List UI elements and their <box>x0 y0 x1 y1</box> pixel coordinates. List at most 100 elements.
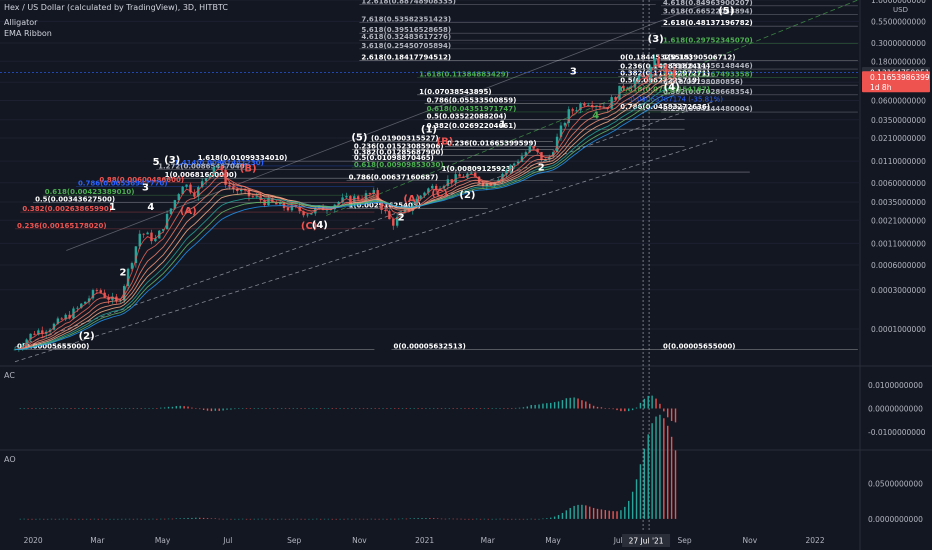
fib-level-label: 0.786(0.04583272636) <box>620 103 710 111</box>
histogram-bar <box>323 518 326 520</box>
histogram-bar <box>479 518 482 520</box>
histogram-bar <box>440 518 443 520</box>
ac-pane: 0.0100000000 0.0000000000 -0.0100000000 <box>19 381 926 437</box>
histogram-bar <box>327 408 330 409</box>
histogram-bar <box>70 518 72 520</box>
histogram-bar <box>105 518 107 520</box>
indicator-ema-ribbon-label[interactable]: EMA Ribbon <box>4 29 52 38</box>
x-tick-label: Mar <box>90 536 105 545</box>
candle <box>177 194 180 201</box>
candle <box>590 105 594 108</box>
x-tick-label: Nov <box>743 536 758 545</box>
ema-line <box>14 86 675 350</box>
fib-level-label: 0.618(0.04351971747) <box>427 105 517 113</box>
candle <box>56 318 60 324</box>
histogram-bar <box>156 408 158 409</box>
histogram-bar <box>655 398 657 409</box>
wave-label: (4) <box>664 82 680 93</box>
histogram-bar <box>105 408 107 409</box>
candle <box>622 85 625 89</box>
histogram-bar <box>58 408 61 409</box>
histogram-bar <box>596 406 599 409</box>
histogram-bar <box>409 518 412 519</box>
histogram-bar <box>596 508 599 519</box>
y-tick-label: 0.0003000000 <box>871 286 926 295</box>
histogram-bar <box>635 479 638 519</box>
candle <box>384 209 387 212</box>
candle <box>653 58 656 67</box>
histogram-bar <box>234 408 236 410</box>
histogram-bar <box>663 408 665 412</box>
histogram-bar <box>156 518 158 520</box>
indicator-alligator-label[interactable]: Alligator <box>4 18 38 27</box>
histogram-bar <box>472 408 474 409</box>
histogram-bar <box>277 408 279 409</box>
candle <box>388 211 391 220</box>
histogram-bar <box>413 518 415 519</box>
histogram-bar <box>358 408 361 409</box>
histogram-bar <box>635 407 638 409</box>
fib-level-label: 0.88(0.00600486600) <box>99 176 184 184</box>
histogram-bar <box>624 506 626 519</box>
histogram-bar <box>132 408 135 409</box>
histogram-bar <box>85 408 88 409</box>
histogram-bar <box>546 403 548 409</box>
histogram-bar <box>206 518 209 519</box>
candle <box>548 156 551 160</box>
histogram-bar <box>323 408 326 409</box>
histogram-bar <box>74 518 76 520</box>
candle <box>602 107 606 108</box>
histogram-bar <box>300 518 302 520</box>
y-tick-label: 1.0000000000 <box>871 0 926 5</box>
candle <box>395 216 399 226</box>
fib-level-label: 0.236(0.01665399599) <box>447 139 537 147</box>
histogram-bar <box>600 407 603 409</box>
histogram-bar <box>631 491 634 519</box>
histogram-bar <box>639 464 642 519</box>
candle <box>243 189 247 191</box>
histogram-bar <box>257 408 259 409</box>
candle <box>579 103 582 111</box>
histogram-bar <box>199 408 201 410</box>
histogram-bar <box>54 518 57 520</box>
histogram-bar <box>425 408 427 409</box>
histogram-bar <box>245 408 248 409</box>
fib-level-label: 1.414(0.00961441230) <box>174 159 264 167</box>
candle <box>286 207 290 211</box>
histogram-bar <box>171 406 174 409</box>
histogram-bar <box>585 401 587 409</box>
histogram-bar <box>19 518 22 520</box>
fib-level-label: 0.786(0.05533500859) <box>427 96 517 104</box>
fib-level-label: 0.618(0.11367493358) <box>663 71 753 79</box>
histogram-bar <box>113 408 115 409</box>
fib-level-label: 0.382(0.00263865990) <box>22 205 112 213</box>
wave-label: (C) <box>431 188 447 199</box>
histogram-bar <box>620 408 622 412</box>
histogram-bar <box>93 518 96 520</box>
histogram-bar <box>331 408 334 409</box>
histogram-bar <box>347 518 349 520</box>
candle <box>341 197 344 202</box>
histogram-bar <box>538 404 540 409</box>
candle <box>325 209 329 211</box>
candle <box>290 205 294 211</box>
ema-line <box>14 95 675 350</box>
histogram-bar <box>452 408 454 409</box>
currency-label: USD <box>893 6 908 14</box>
ema-line <box>14 65 675 350</box>
wave-label: (2) <box>79 331 95 342</box>
histogram-bar <box>304 518 306 520</box>
candle <box>559 125 563 137</box>
histogram-bar <box>667 408 669 418</box>
histogram-bar <box>475 408 478 409</box>
histogram-bar <box>460 408 462 409</box>
histogram-bar <box>429 408 431 409</box>
fib-level-label: 0(0.00005655000) <box>663 342 735 350</box>
histogram-bar <box>592 507 595 519</box>
histogram-bar <box>261 518 263 520</box>
histogram-bar <box>152 518 154 520</box>
histogram-bar <box>550 517 552 519</box>
histogram-bar <box>101 408 103 409</box>
candle <box>306 214 309 216</box>
